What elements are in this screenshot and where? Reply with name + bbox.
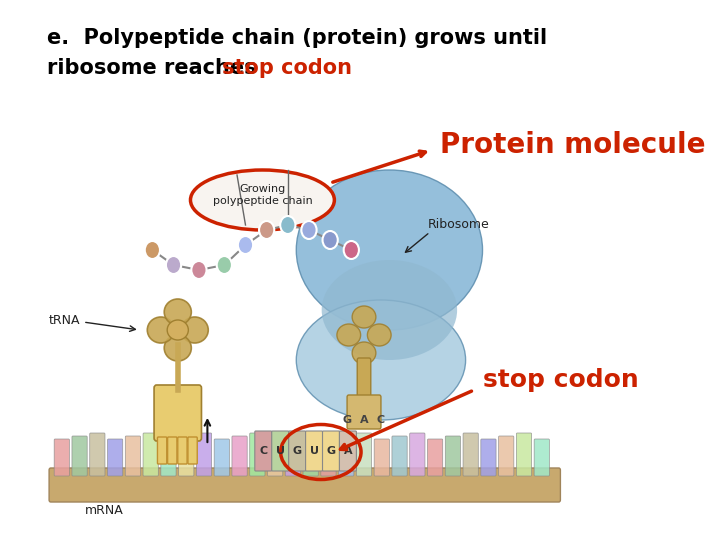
Circle shape (217, 256, 232, 274)
Ellipse shape (297, 300, 466, 420)
FancyBboxPatch shape (289, 431, 305, 471)
FancyBboxPatch shape (72, 436, 87, 476)
FancyBboxPatch shape (125, 436, 140, 476)
FancyBboxPatch shape (357, 358, 371, 402)
FancyBboxPatch shape (143, 433, 158, 476)
Text: A: A (343, 446, 352, 456)
FancyBboxPatch shape (197, 433, 212, 476)
FancyBboxPatch shape (516, 433, 531, 476)
Text: A: A (360, 415, 369, 425)
Ellipse shape (191, 170, 334, 230)
FancyBboxPatch shape (54, 439, 69, 476)
Ellipse shape (337, 324, 361, 346)
Text: mRNA: mRNA (85, 503, 123, 516)
Ellipse shape (164, 299, 192, 325)
FancyBboxPatch shape (481, 439, 496, 476)
FancyBboxPatch shape (250, 433, 265, 476)
FancyBboxPatch shape (410, 433, 425, 476)
Text: ribosome reaches: ribosome reaches (47, 58, 264, 78)
FancyBboxPatch shape (445, 436, 461, 476)
Circle shape (323, 231, 338, 249)
Text: Protein molecule: Protein molecule (440, 131, 706, 159)
FancyBboxPatch shape (268, 439, 283, 476)
FancyBboxPatch shape (374, 439, 390, 476)
FancyBboxPatch shape (214, 439, 230, 476)
Text: tRNA: tRNA (49, 314, 81, 327)
Text: G: G (292, 446, 302, 456)
Ellipse shape (352, 342, 376, 364)
FancyBboxPatch shape (338, 436, 354, 476)
FancyBboxPatch shape (428, 439, 443, 476)
FancyBboxPatch shape (271, 431, 289, 471)
Text: G: G (343, 415, 351, 425)
FancyBboxPatch shape (178, 437, 187, 464)
FancyBboxPatch shape (534, 439, 549, 476)
FancyBboxPatch shape (168, 437, 177, 464)
FancyBboxPatch shape (154, 385, 202, 441)
Ellipse shape (297, 170, 482, 330)
Circle shape (238, 236, 253, 254)
Circle shape (302, 221, 317, 239)
FancyBboxPatch shape (285, 436, 300, 476)
Ellipse shape (367, 324, 391, 346)
FancyBboxPatch shape (232, 436, 247, 476)
Text: U: U (276, 446, 284, 456)
Text: Ribosome: Ribosome (428, 219, 490, 232)
Circle shape (192, 261, 207, 279)
Text: Growing
polypeptide chain: Growing polypeptide chain (212, 184, 312, 206)
Ellipse shape (167, 320, 189, 340)
FancyBboxPatch shape (392, 436, 408, 476)
FancyBboxPatch shape (158, 437, 167, 464)
FancyBboxPatch shape (305, 431, 323, 471)
Circle shape (259, 221, 274, 239)
Text: C: C (377, 415, 385, 425)
Text: e.  Polypeptide chain (protein) grows until: e. Polypeptide chain (protein) grows unt… (47, 28, 546, 48)
Ellipse shape (322, 260, 457, 360)
Text: U: U (310, 446, 318, 456)
FancyBboxPatch shape (356, 433, 372, 476)
FancyBboxPatch shape (321, 439, 336, 476)
Text: stop codon: stop codon (482, 368, 638, 392)
FancyBboxPatch shape (188, 437, 197, 464)
FancyBboxPatch shape (347, 395, 381, 429)
Text: C: C (259, 446, 267, 456)
Ellipse shape (352, 306, 376, 328)
FancyBboxPatch shape (463, 433, 478, 476)
Circle shape (280, 216, 295, 234)
FancyBboxPatch shape (499, 436, 514, 476)
FancyBboxPatch shape (303, 433, 318, 476)
FancyBboxPatch shape (179, 436, 194, 476)
FancyBboxPatch shape (339, 431, 356, 471)
Circle shape (343, 241, 359, 259)
Text: stop codon: stop codon (222, 58, 352, 78)
Circle shape (166, 256, 181, 274)
FancyBboxPatch shape (255, 431, 271, 471)
FancyBboxPatch shape (161, 439, 176, 476)
Text: G: G (326, 446, 336, 456)
FancyBboxPatch shape (90, 433, 105, 476)
Ellipse shape (164, 335, 192, 361)
Ellipse shape (148, 317, 174, 343)
Ellipse shape (181, 317, 208, 343)
FancyBboxPatch shape (49, 468, 560, 502)
Circle shape (145, 241, 160, 259)
FancyBboxPatch shape (107, 439, 122, 476)
FancyBboxPatch shape (323, 431, 339, 471)
